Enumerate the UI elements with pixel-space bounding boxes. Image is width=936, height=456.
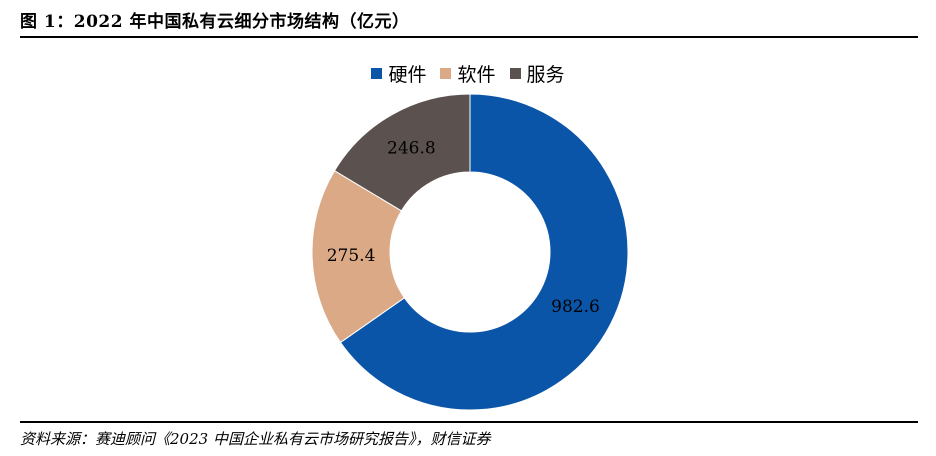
- donut-slice-services: [333, 93, 471, 212]
- legend-label-services: 服务: [526, 64, 565, 86]
- donut-slice-labels: 982.6 275.4 246.8: [327, 138, 600, 317]
- legend-label-hardware: 硬件: [388, 64, 427, 86]
- donut-slices: [311, 93, 629, 411]
- title-divider: [20, 36, 918, 38]
- legend-swatch-services: [509, 68, 521, 79]
- donut-slice-hardware: [339, 93, 629, 411]
- slice-label-services: 246.8: [387, 138, 436, 158]
- legend-item-services: 服务: [509, 60, 565, 87]
- legend-item-hardware: 硬件: [371, 60, 426, 87]
- slice-label-hardware: 982.6: [551, 297, 600, 317]
- donut-slice-software: [311, 170, 406, 344]
- legend-label-software: 软件: [457, 64, 496, 86]
- source-divider: [20, 421, 918, 423]
- chart-legend: 硬件 软件 服务: [0, 60, 936, 87]
- legend-swatch-hardware: [371, 68, 383, 79]
- legend-swatch-software: [440, 68, 452, 79]
- slice-label-software: 275.4: [327, 246, 376, 266]
- source-note: 资料来源：赛迪顾问《2023 中国企业私有云市场研究报告》，财信证券: [20, 430, 491, 448]
- chart-title: 图 1：2022 年中国私有云细分市场结构（亿元）: [20, 12, 410, 32]
- legend-item-software: 软件: [440, 60, 496, 87]
